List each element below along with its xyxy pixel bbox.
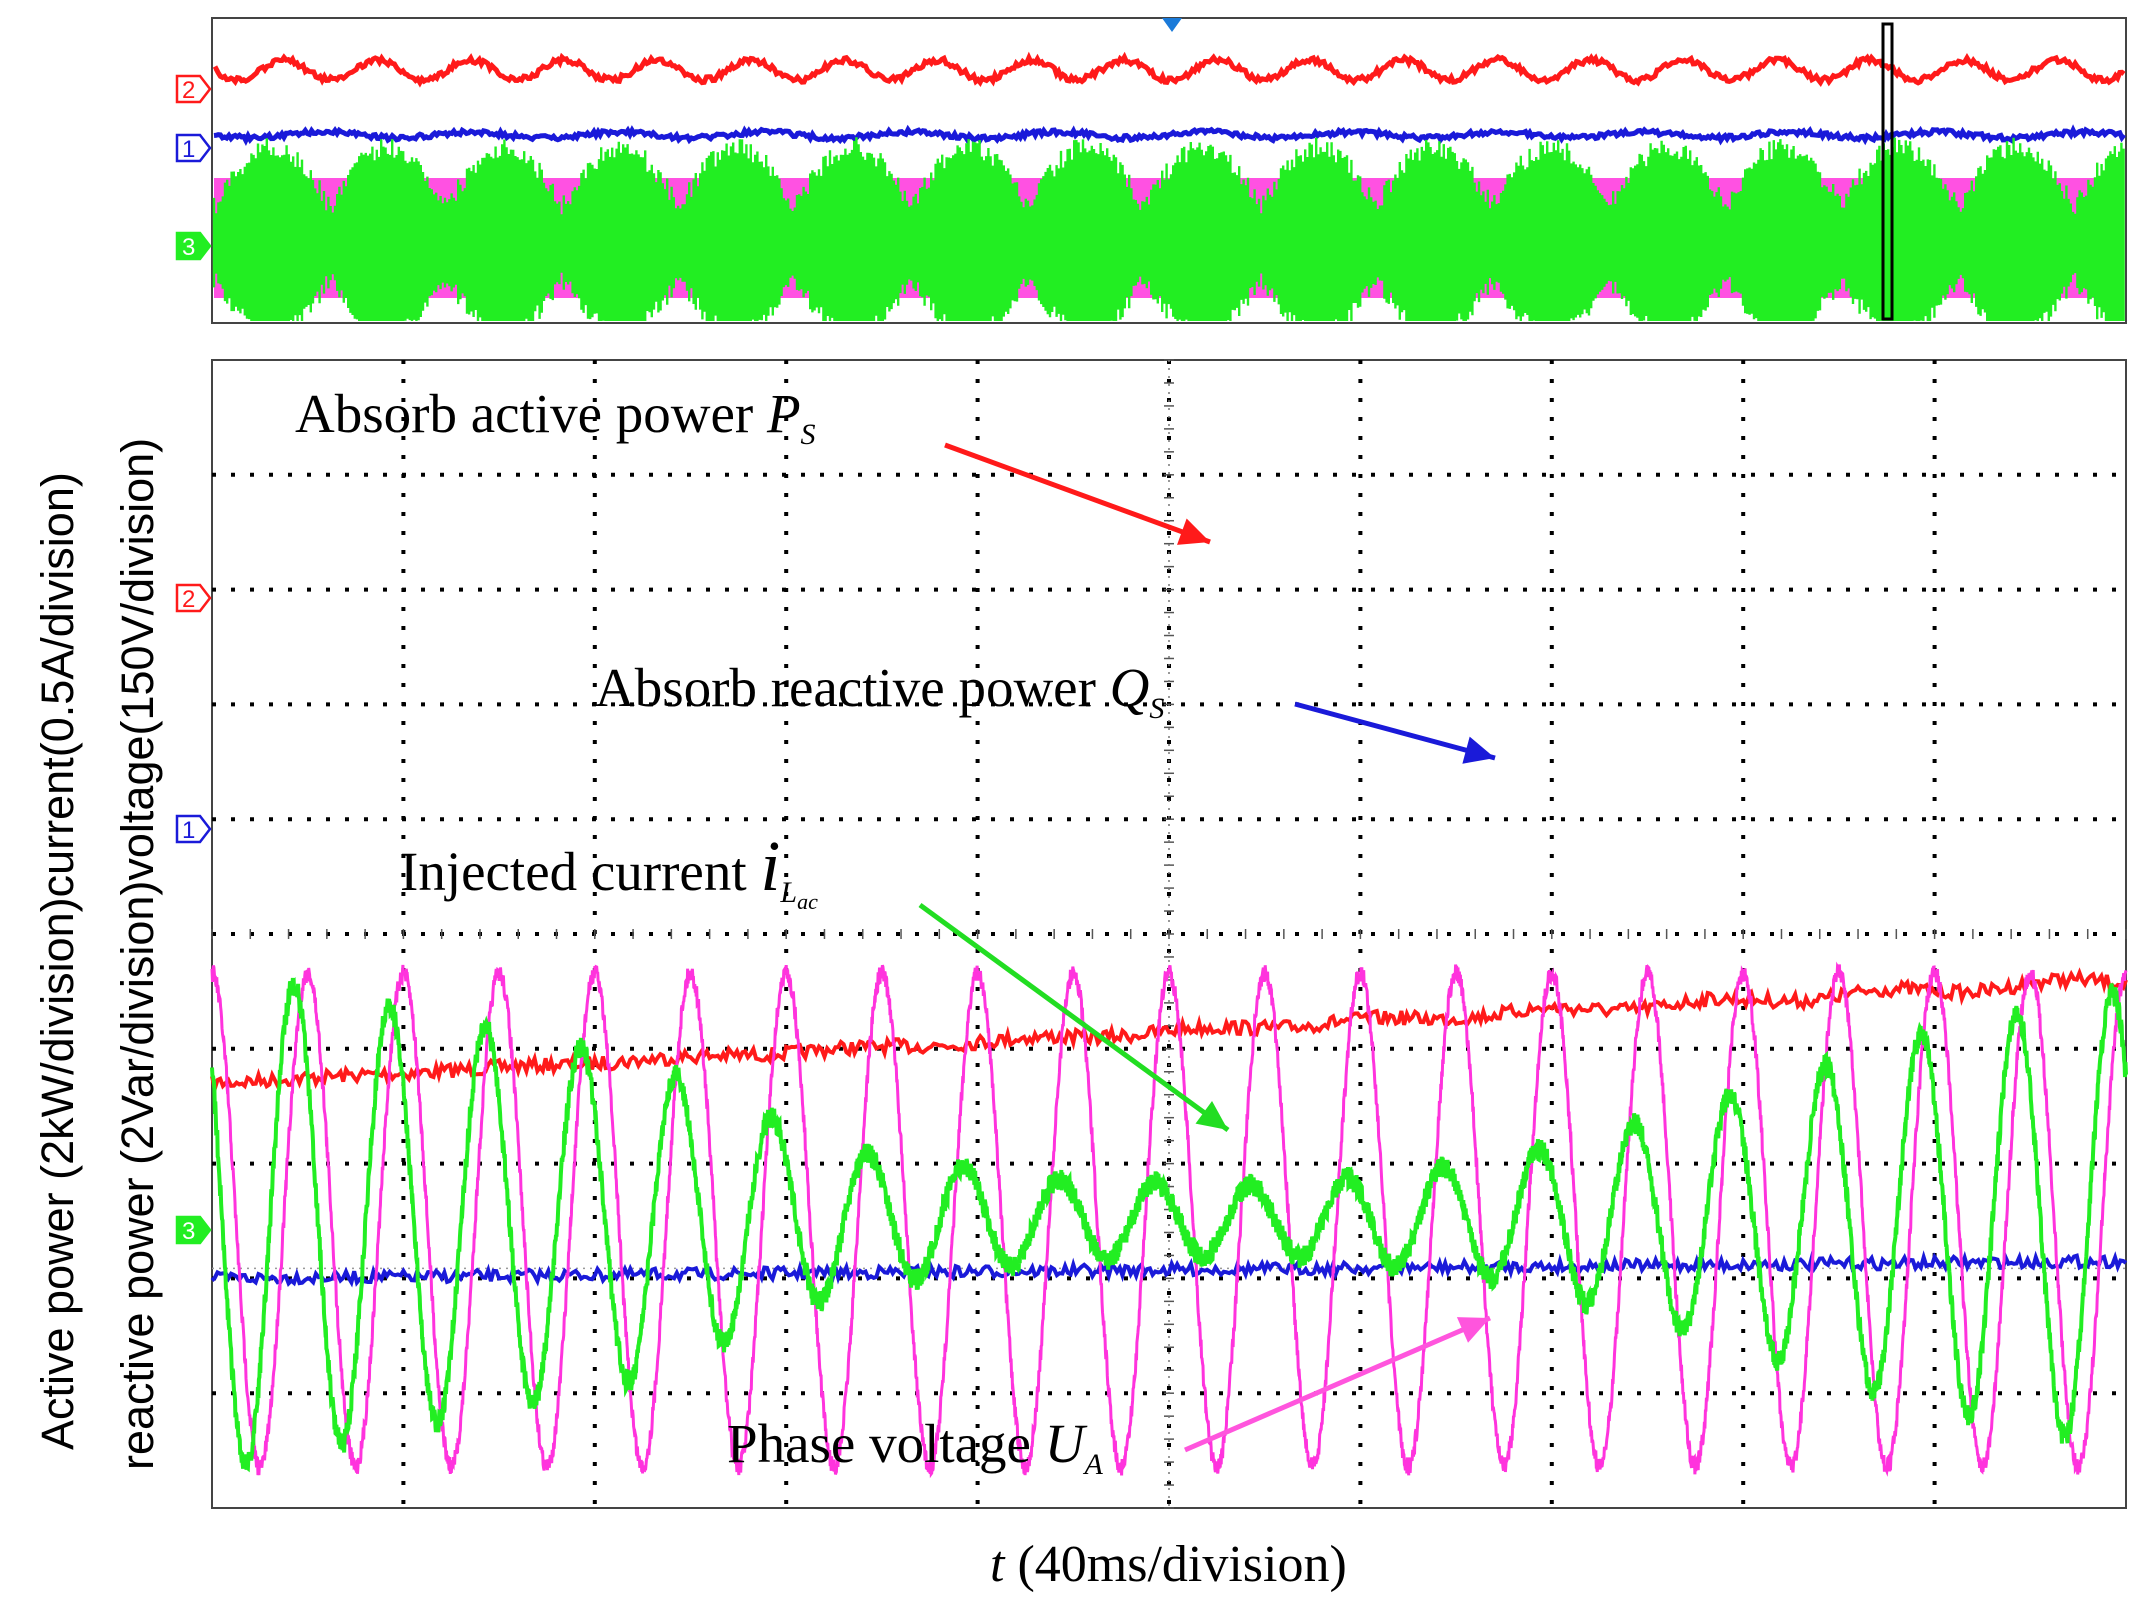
ch3-marker-overview-shape — [175, 231, 212, 261]
ch2-marker-overview-shape — [175, 74, 212, 104]
ps-subscript: S — [800, 418, 816, 451]
ps-symbol: P — [766, 383, 801, 444]
ua-arrow — [1184, 1315, 1491, 1453]
ua-arrow-head — [1456, 1317, 1490, 1343]
qs-annotation: Absorb reactive power QS — [595, 656, 1164, 726]
il-arrow-head — [1195, 1100, 1228, 1130]
x-axis-label: t (40ms/division) — [990, 1535, 1347, 1594]
ch2-marker-overview: 2 — [175, 74, 212, 104]
il-subscript: L — [780, 876, 798, 909]
ch3-marker-label: 3 — [182, 1218, 195, 1245]
il-symbol: i — [760, 826, 781, 906]
overview-traces — [212, 51, 2126, 321]
il-arrow — [918, 902, 1230, 1133]
ua-symbol: U — [1044, 1413, 1085, 1474]
annotation-arrows — [918, 442, 1496, 1453]
ua-annotation: Phase voltage UA — [727, 1412, 1103, 1482]
ch2-marker: 2 — [175, 583, 212, 613]
ch3-marker-shape — [175, 1215, 212, 1245]
grid — [211, 359, 2127, 1509]
qs-arrow — [1294, 701, 1496, 764]
trigger-marker-icon — [1162, 18, 1182, 32]
y-axis-label-line1: Active power (2kW/division)current(0.5A/… — [32, 472, 83, 1450]
y-axis-label-line2: reactive power (2Var/division)voltage(15… — [112, 437, 163, 1470]
overview-active-power — [212, 51, 2126, 88]
il-subsubscript: ac — [797, 889, 818, 914]
reactive-power-trace — [210, 1250, 2128, 1288]
zoom-window-marker — [1881, 22, 1894, 321]
ua-annotation-text: Phase voltage — [727, 1413, 1031, 1474]
ch2-marker-overview-label: 2 — [182, 77, 195, 104]
phase-voltage-trace — [210, 961, 2128, 1479]
overview-current — [212, 137, 2125, 321]
channel-markers: 2 1 3 2 1 3 — [175, 74, 212, 1245]
ch1-marker: 1 — [175, 814, 212, 844]
il-arrow-shaft — [918, 902, 1230, 1133]
ch2-marker-label: 2 — [182, 586, 195, 613]
qs-arrow-head — [1462, 736, 1495, 764]
x-axis-unit: (40ms/division) — [1017, 1536, 1347, 1593]
ua-arrow-shaft — [1184, 1315, 1491, 1453]
injected-current-trace — [210, 976, 2128, 1473]
ch1-marker-label: 1 — [182, 817, 195, 844]
qs-symbol: Q — [1109, 657, 1150, 718]
ch2-marker-shape — [175, 583, 212, 613]
ua-subscript: A — [1084, 1448, 1103, 1481]
ps-arrow — [944, 442, 1211, 545]
qs-subscript: S — [1149, 692, 1165, 725]
ps-arrow-shaft — [944, 442, 1211, 545]
ch1-marker-overview-label: 1 — [182, 136, 195, 163]
qs-arrow-shaft — [1294, 701, 1496, 761]
ch1-marker-shape — [175, 814, 212, 844]
il-annotation-text: Injected current — [400, 841, 747, 902]
il-annotation: Injected current iLac — [400, 825, 818, 915]
ch3-marker-overview: 3 — [175, 231, 212, 261]
ps-annotation: Absorb active power PS — [295, 382, 816, 452]
x-axis-variable: t — [990, 1536, 1005, 1593]
qs-annotation-text: Absorb reactive power — [595, 657, 1096, 718]
active-power-trace — [210, 967, 2128, 1097]
overview-reactive-power — [213, 124, 2126, 146]
ch3-marker: 3 — [175, 1215, 212, 1245]
ch1-marker-overview: 1 — [175, 133, 212, 163]
ch1-marker-overview-shape — [175, 133, 212, 163]
ps-arrow-head — [1177, 518, 1210, 545]
main-traces — [210, 961, 2128, 1479]
ps-annotation-text: Absorb active power — [295, 383, 754, 444]
ch3-marker-overview-label: 3 — [182, 234, 195, 261]
